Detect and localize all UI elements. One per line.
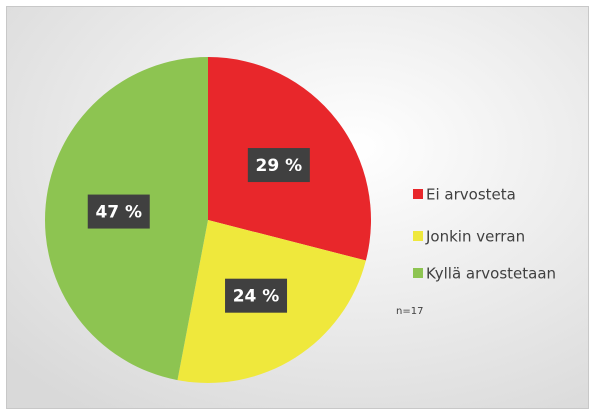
value-label: 47 %: [95, 203, 142, 223]
legend-label: Ei arvosteta: [426, 186, 516, 204]
legend-swatch: [413, 189, 423, 199]
value-label: 24 %: [233, 287, 280, 307]
annotation: n=17: [396, 306, 423, 317]
value-label: 29 %: [256, 156, 303, 176]
legend-label: Jonkin verran: [425, 228, 525, 246]
value-label-box: [247, 148, 310, 183]
legend-label: Kyllä arvostetaan: [426, 265, 556, 283]
value-label-box: [225, 278, 288, 313]
value-label-box: [87, 194, 150, 229]
legend-swatch: [413, 231, 423, 241]
legend-swatch: [413, 268, 423, 278]
